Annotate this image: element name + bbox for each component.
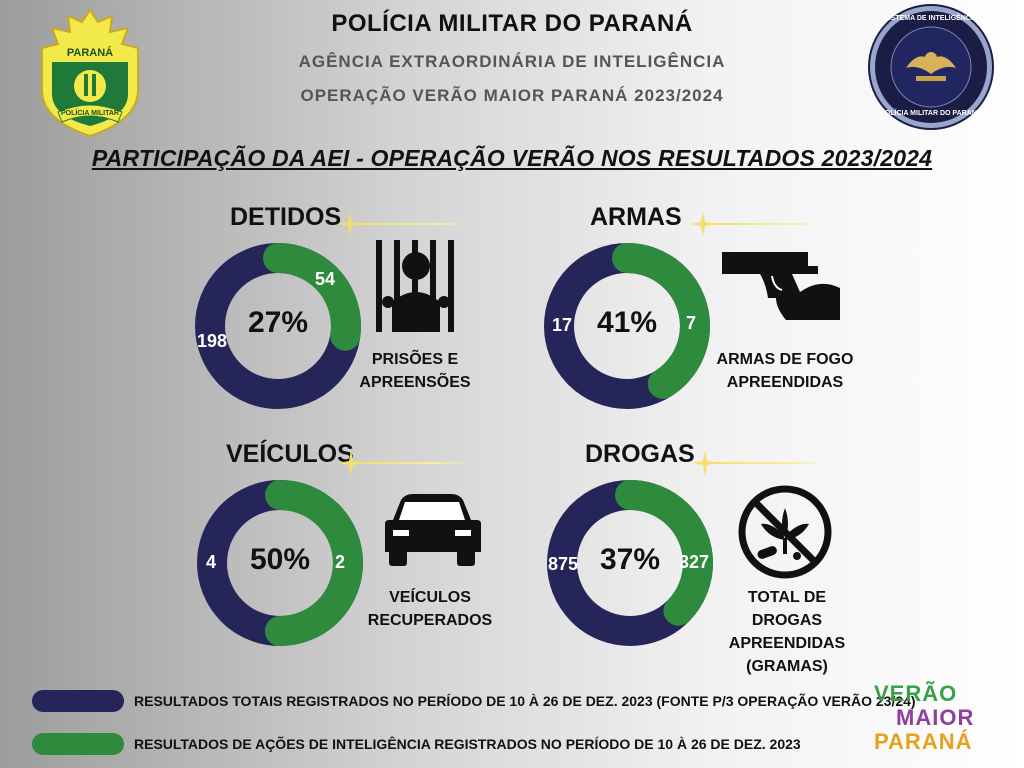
page-title: POLÍCIA MILITAR DO PARANÁ bbox=[331, 10, 693, 37]
caption-line: APREENDIDAS bbox=[726, 374, 844, 391]
shield-logo-band-text: POLÍCIA MILITAR bbox=[61, 110, 119, 117]
intelligence-system-seal: SISTEMA DE INTELIGÊNCIA POLÍCIA MILITAR … bbox=[866, 2, 996, 132]
donut-chart-veiculos bbox=[197, 480, 363, 646]
caption-line: ARMAS DE FOGO bbox=[716, 351, 854, 368]
intel-value-label-armas: 7 bbox=[686, 313, 697, 333]
caption-drogas: TOTAL DE DROGAS APREENDIDAS (GRAMAS) bbox=[712, 586, 862, 678]
seal-bottom-text: POLÍCIA MILITAR DO PARANÁ bbox=[880, 110, 982, 117]
donut-segment-intel bbox=[197, 480, 363, 646]
caption-line: VEÍCULOS bbox=[389, 589, 471, 606]
donut-chart-detidos bbox=[195, 243, 361, 409]
legend-text-total: RESULTADOS TOTAIS REGISTRADOS NO PERÍODO… bbox=[134, 693, 916, 709]
sparkle-line bbox=[713, 462, 825, 464]
sparkle-icon bbox=[338, 450, 364, 476]
section-title: PARTICIPAÇÃO DA AEI - OPERAÇÃO VERÃO NOS… bbox=[91, 145, 933, 171]
legend-text-intel: RESULTADOS DE AÇÕES DE INTELIGÊNCIA REGI… bbox=[134, 736, 801, 752]
caption-line: TOTAL DE DROGAS bbox=[747, 589, 827, 629]
chart-title-detidos: DETIDOS bbox=[230, 203, 342, 231]
caption-line: PRISÕES E bbox=[371, 351, 459, 368]
car-icon bbox=[385, 494, 481, 566]
donut-segment-intel bbox=[544, 243, 710, 409]
sparkle-line bbox=[359, 462, 471, 464]
operation-subtitle: OPERAÇÃO VERÃO MAIOR PARANÁ 2023/2024 bbox=[300, 86, 724, 105]
caption-line: APREENSÕES bbox=[359, 374, 471, 391]
percent-label-detidos: 27% bbox=[247, 306, 309, 339]
brand-logo-line1: VERÃO bbox=[874, 681, 958, 706]
no-drugs-icon bbox=[738, 485, 832, 579]
chart-title-veiculos: VEÍCULOS bbox=[226, 440, 354, 468]
chart-title-armas: ARMAS bbox=[590, 203, 682, 231]
total-value-label-detidos: 198 bbox=[197, 331, 228, 351]
percent-label-drogas: 37% bbox=[599, 543, 661, 576]
total-value-label-veiculos: 4 bbox=[206, 552, 217, 572]
percent-label-armas: 41% bbox=[596, 306, 658, 339]
caption-veiculos: VEÍCULOS RECUPERADOS bbox=[355, 586, 505, 632]
sparkle-line bbox=[358, 223, 470, 225]
prison-bars-icon bbox=[376, 240, 454, 332]
caption-armas: ARMAS DE FOGO APREENDIDAS bbox=[710, 348, 860, 394]
sparkle-line bbox=[711, 223, 823, 225]
shield-logo-text: PARANÁ bbox=[66, 47, 114, 59]
caption-line: (GRAMAS) bbox=[746, 658, 828, 675]
sparkle-icon bbox=[337, 211, 363, 237]
donut-chart-armas bbox=[544, 243, 710, 409]
caption-line: APREENDIDAS bbox=[728, 635, 846, 652]
intel-value-label-detidos: 54 bbox=[315, 269, 336, 289]
agency-subtitle: AGÊNCIA EXTRAORDINÁRIA DE INTELIGÊNCIA bbox=[298, 52, 726, 71]
donut-chart-drogas bbox=[547, 480, 713, 646]
legend-swatch-intel bbox=[32, 733, 124, 755]
pmpr-shield-logo: PARANÁ POLÍCIA MILITAR bbox=[38, 8, 142, 138]
intel-value-label-veiculos: 2 bbox=[335, 552, 346, 572]
legend-swatch-total bbox=[32, 690, 124, 712]
total-value-label-drogas: 875 bbox=[548, 554, 579, 574]
donut-segment-intel bbox=[195, 243, 361, 409]
donut-segment-intel bbox=[547, 480, 713, 646]
caption-detidos: PRISÕES E APREENSÕES bbox=[350, 348, 480, 394]
caption-line: RECUPERADOS bbox=[367, 612, 493, 629]
brand-logo-line2: MAIOR bbox=[896, 705, 975, 730]
total-value-label-armas: 17 bbox=[552, 315, 573, 335]
sparkle-icon bbox=[692, 450, 718, 476]
intel-value-label-drogas: 327 bbox=[679, 552, 710, 572]
percent-label-veiculos: 50% bbox=[249, 543, 311, 576]
handgun-icon bbox=[722, 252, 840, 320]
seal-top-text: SISTEMA DE INTELIGÊNCIA bbox=[884, 15, 978, 22]
brand-logo-line3: PARANÁ bbox=[874, 729, 973, 754]
verao-maior-parana-logo: VERÃO MAIOR PARANÁ bbox=[874, 682, 1014, 764]
chart-title-drogas: DROGAS bbox=[585, 440, 695, 468]
sparkle-icon bbox=[690, 211, 716, 237]
